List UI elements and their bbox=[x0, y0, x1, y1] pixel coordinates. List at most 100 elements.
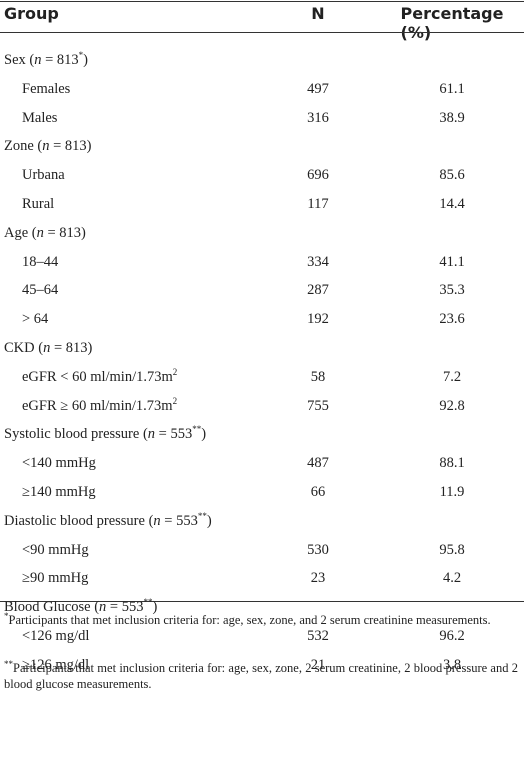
percentage-cell: 11.9 bbox=[439, 484, 465, 500]
text-run: <90 mmHg bbox=[22, 541, 89, 558]
rule bbox=[0, 1, 524, 2]
rule bbox=[0, 32, 524, 33]
text-run: = 813) bbox=[43, 224, 86, 241]
text-run: ≥126 mg/dl bbox=[22, 656, 90, 673]
group-cell: Males bbox=[22, 110, 57, 127]
text-run: n bbox=[34, 52, 42, 68]
percentage-cell: 38.9 bbox=[439, 109, 465, 126]
text-run: Participants that met inclusion criteria… bbox=[4, 661, 518, 691]
n-cell: 21 bbox=[310, 656, 326, 673]
text-run: n bbox=[147, 426, 156, 443]
group-cell: CKD (n = 813) bbox=[4, 340, 92, 357]
n-cell: 192 bbox=[307, 311, 329, 328]
text-run: ) bbox=[83, 52, 88, 68]
percentage-cell: 96.2 bbox=[439, 628, 465, 644]
group-cell: Sex (n = 813*) bbox=[4, 51, 88, 69]
group-cell: ≥140 mmHg bbox=[22, 484, 96, 501]
percentage-cell: 35.3 bbox=[439, 282, 465, 299]
text-run: * bbox=[4, 610, 9, 621]
text-run: = 813) bbox=[50, 340, 93, 356]
text-run: ≥90 mmHg bbox=[22, 570, 89, 587]
group-cell: <140 mmHg bbox=[22, 455, 96, 472]
n-cell: 23 bbox=[310, 570, 326, 587]
percentage-cell: 61.1 bbox=[439, 80, 465, 97]
percentage-cell: 88.1 bbox=[439, 455, 465, 472]
text-run: ≥140 mmHg bbox=[22, 484, 96, 500]
percentage-cell: 7.2 bbox=[442, 368, 462, 385]
text-run: <126 mg/dl bbox=[22, 628, 90, 644]
text-run: <140 mmHg bbox=[22, 455, 96, 472]
group-cell: eGFR < 60 ml/min/1.73m2 bbox=[22, 366, 178, 386]
n-cell: 287 bbox=[307, 282, 329, 299]
n-cell: 532 bbox=[307, 628, 329, 644]
text-run: Females bbox=[22, 80, 71, 97]
text-run: Sex ( bbox=[4, 52, 35, 68]
text-run: eGFR ≥ 60 ml/min/1.73m bbox=[22, 397, 173, 414]
group-cell: Females bbox=[22, 81, 70, 98]
text-run: = 813) bbox=[49, 138, 92, 155]
n-cell: 755 bbox=[307, 397, 329, 414]
text-run: = 553 bbox=[160, 512, 198, 529]
group-cell: > 64 bbox=[22, 311, 48, 328]
group-cell: Age (n = 813) bbox=[4, 225, 86, 242]
rule bbox=[0, 601, 524, 602]
text-run: CKD ( bbox=[4, 340, 44, 356]
footnote: **Participants that met inclusion criter… bbox=[4, 659, 518, 692]
group-cell: Systolic blood pressure (n = 553**) bbox=[4, 425, 207, 443]
n-cell: 530 bbox=[307, 541, 329, 558]
percentage-cell: 23.6 bbox=[439, 311, 465, 328]
group-cell: Blood Glucose (n = 553**) bbox=[4, 597, 157, 616]
group-cell: 18–44 bbox=[22, 254, 58, 271]
group-cell: Zone (n = 813) bbox=[4, 138, 92, 155]
text-run: n bbox=[43, 340, 51, 356]
group-cell: <126 mg/dl bbox=[22, 628, 89, 645]
n-cell: 497 bbox=[307, 80, 329, 97]
n-cell: 117 bbox=[307, 196, 329, 212]
n-cell: 696 bbox=[307, 167, 329, 184]
group-cell: 45–64 bbox=[22, 282, 58, 299]
n-cell: 334 bbox=[307, 253, 329, 270]
percentage-cell: 14.4 bbox=[439, 196, 465, 212]
text-run: Zone ( bbox=[4, 138, 43, 155]
n-cell: 316 bbox=[307, 109, 329, 126]
group-cell: Urbana bbox=[22, 167, 65, 184]
text-run: 45–64 bbox=[22, 282, 59, 299]
group-cell: ≥90 mmHg bbox=[22, 570, 88, 587]
text-run: Urbana bbox=[22, 167, 65, 184]
text-run: n bbox=[42, 138, 50, 155]
text-run: 2 bbox=[172, 366, 178, 377]
percentage-cell: 4.2 bbox=[442, 570, 462, 587]
n-cell: 487 bbox=[307, 455, 329, 472]
percentage-cell: 92.8 bbox=[439, 397, 465, 414]
text-run: 2 bbox=[172, 395, 178, 406]
text-run: = 553 bbox=[155, 426, 193, 443]
text-run: Males bbox=[22, 109, 58, 126]
text-run: = 813 bbox=[41, 52, 79, 68]
group-cell: eGFR ≥ 60 ml/min/1.73m2 bbox=[22, 395, 178, 415]
group-cell: ≥126 mg/dl bbox=[22, 657, 89, 674]
group-cell: Diastolic blood pressure (n = 553**) bbox=[4, 510, 212, 530]
n-cell: 66 bbox=[310, 484, 326, 500]
text-run: Participants that met inclusion criteria… bbox=[8, 613, 491, 627]
percentage-cell: 3.8 bbox=[442, 656, 462, 673]
text-run: ** bbox=[197, 510, 207, 521]
text-run: Age ( bbox=[4, 224, 37, 241]
text-run: = 553 bbox=[106, 599, 144, 616]
text-run: 18–44 bbox=[22, 253, 59, 270]
header-cell: Percentage (%) bbox=[400, 4, 504, 42]
percentage-cell: 41.1 bbox=[439, 253, 465, 270]
header-cell: Group bbox=[4, 4, 59, 23]
text-run: eGFR < 60 ml/min/1.73m bbox=[22, 368, 173, 385]
text-run: ** bbox=[143, 597, 153, 608]
header-cell: N bbox=[311, 4, 325, 23]
text-run: ) bbox=[201, 426, 207, 443]
text-run: > 64 bbox=[22, 311, 49, 328]
text-run: Rural bbox=[22, 196, 55, 212]
text-run: n bbox=[153, 512, 161, 529]
percentage-cell: 85.6 bbox=[439, 167, 465, 184]
text-run: n bbox=[36, 224, 44, 241]
text-run: n bbox=[99, 599, 107, 616]
text-run: Diastolic blood pressure ( bbox=[4, 512, 154, 529]
group-cell: Rural bbox=[22, 196, 54, 213]
